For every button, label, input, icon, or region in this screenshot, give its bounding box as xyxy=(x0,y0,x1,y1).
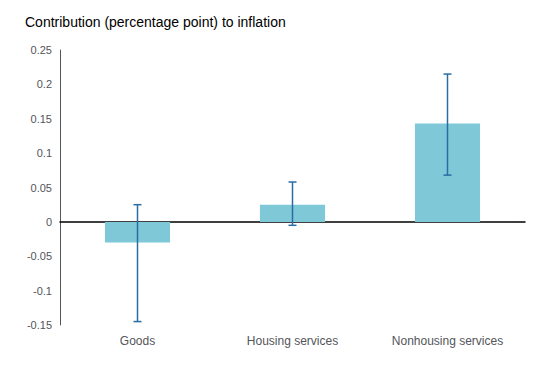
svg-text:0.1: 0.1 xyxy=(37,147,52,159)
svg-text:0.15: 0.15 xyxy=(31,113,52,125)
svg-text:Goods: Goods xyxy=(120,334,155,348)
svg-text:Nonhousing services: Nonhousing services xyxy=(392,334,503,348)
svg-text:-0.05: -0.05 xyxy=(27,250,52,262)
svg-text:-0.15: -0.15 xyxy=(27,319,52,331)
svg-text:Housing services: Housing services xyxy=(247,334,338,348)
svg-text:0.2: 0.2 xyxy=(37,78,52,90)
svg-text:0: 0 xyxy=(46,216,52,228)
svg-text:Contribution (percentage point: Contribution (percentage point) to infla… xyxy=(25,14,286,30)
svg-text:0.25: 0.25 xyxy=(31,44,52,56)
svg-text:-0.1: -0.1 xyxy=(33,285,52,297)
svg-text:0.05: 0.05 xyxy=(31,182,52,194)
